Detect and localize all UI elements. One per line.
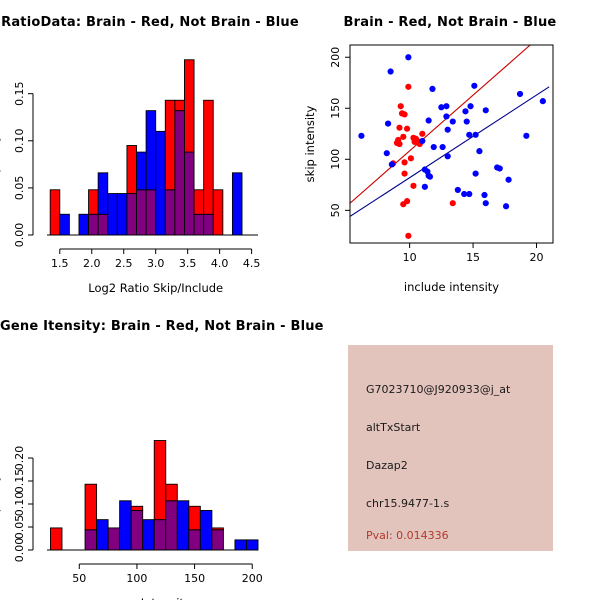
- svg-text:4.0: 4.0: [211, 257, 229, 270]
- gene-histogram-plot: 50 100 150 200 Intensity 0.000.050.100.150.20…: [0, 440, 263, 600]
- svg-text:include intensity: include intensity: [404, 280, 499, 294]
- svg-text:150: 150: [329, 98, 342, 119]
- svg-text:3.5: 3.5: [179, 257, 197, 270]
- svg-text:Log2 Ratio Skip/Include: Log2 Ratio Skip/Include: [88, 281, 223, 295]
- svg-text:0.05: 0.05: [13, 515, 26, 540]
- svg-text:50: 50: [329, 203, 342, 217]
- panel-gene-histogram: Gene Itensity: Brain - Red, Not Brain - …: [0, 300, 324, 600]
- scatter-plot: 10 15 20 include intensity 50 100 150 200 skip i…: [303, 44, 554, 294]
- scatter-title: Brain - Red, Not Brain - Blue: [343, 15, 557, 30]
- svg-text:4.5: 4.5: [243, 257, 261, 270]
- svg-text:0.10: 0.10: [13, 492, 26, 517]
- panel-ratio-histogram: RatioData: Brain - Red, Not Brain - Blue…: [0, 0, 300, 300]
- svg-text:0.15: 0.15: [13, 469, 26, 494]
- svg-text:Intensity: Intensity: [141, 596, 191, 600]
- svg-text:150: 150: [184, 572, 205, 585]
- svg-text:Frequency: Frequency: [0, 474, 1, 534]
- svg-text:50: 50: [72, 572, 86, 585]
- svg-text:20: 20: [530, 251, 544, 264]
- svg-text:0.00: 0.00: [13, 538, 26, 563]
- svg-text:skip intensity: skip intensity: [303, 105, 317, 182]
- svg-text:2.5: 2.5: [115, 257, 133, 270]
- svg-text:0.05: 0.05: [13, 176, 26, 201]
- panel-scatter: Brain - Red, Not Brain - Blue 10 15 20 incl…: [300, 0, 600, 300]
- info-gene-symbol: Dazap2: [366, 459, 408, 472]
- info-pvalue: Pval: 0.014336: [366, 529, 449, 542]
- svg-text:0.15: 0.15: [13, 81, 26, 106]
- svg-text:1.5: 1.5: [51, 257, 69, 270]
- ratio-histogram-title: RatioData: Brain - Red, Not Brain - Blue: [1, 15, 299, 30]
- gene-info-panel: G7023710@J920933@j_at altTxStart Dazap2 …: [348, 345, 553, 551]
- svg-text:15: 15: [466, 251, 480, 264]
- svg-text:10: 10: [403, 251, 417, 264]
- svg-text:100: 100: [329, 149, 342, 170]
- svg-text:2.0: 2.0: [83, 257, 101, 270]
- svg-text:0.00: 0.00: [13, 223, 26, 248]
- svg-text:Frequency: Frequency: [0, 134, 1, 194]
- svg-text:3.0: 3.0: [147, 257, 165, 270]
- svg-text:100: 100: [126, 572, 147, 585]
- svg-text:200: 200: [242, 572, 263, 585]
- info-locus: chr15.9477-1.s: [366, 497, 450, 510]
- info-probe-id: G7023710@J920933@j_at: [366, 383, 511, 396]
- svg-text:0.10: 0.10: [13, 129, 26, 154]
- gene-histogram-title: Gene Itensity: Brain - Red, Not Brain - …: [0, 319, 324, 334]
- info-event-type: altTxStart: [366, 421, 421, 434]
- svg-text:0.20: 0.20: [13, 446, 26, 471]
- svg-text:200: 200: [329, 47, 342, 68]
- ratio-histogram-plot: 1.5 2.0 2.5 3.0 3.5 4.0 4.5 Log2 Ratio Skip/Inc…: [0, 59, 261, 295]
